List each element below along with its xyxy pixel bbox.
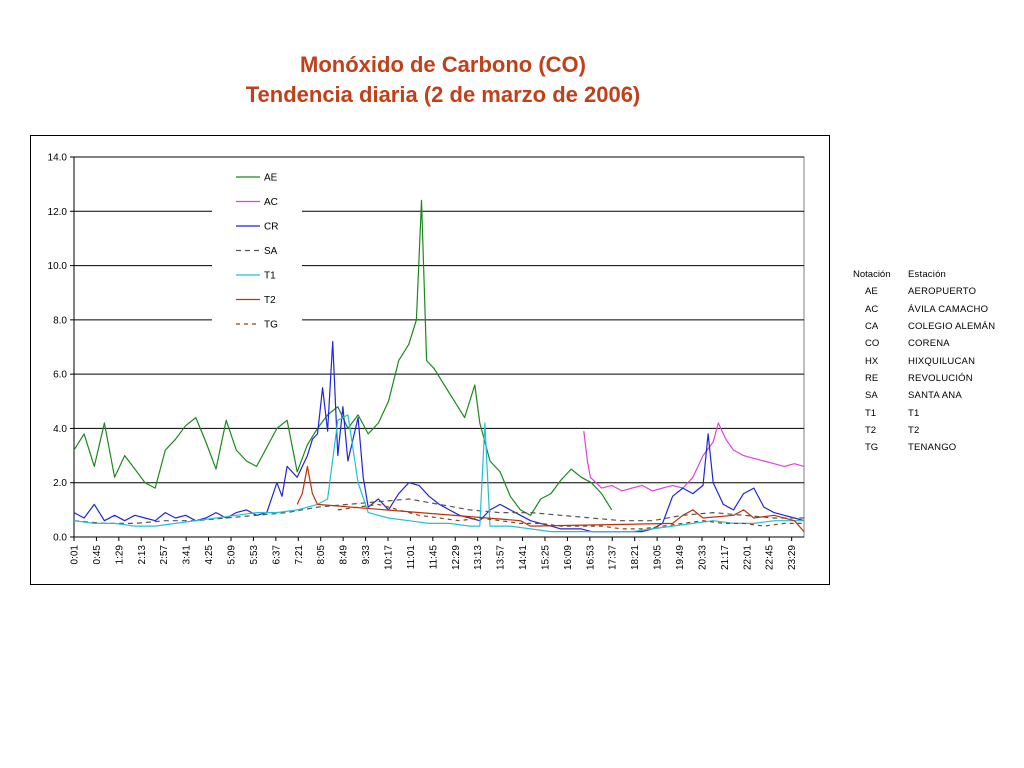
x-tick-label: 17:37 [608, 545, 619, 570]
station-code: T2 [865, 424, 877, 436]
station-code: SA [865, 390, 878, 402]
series-line-cr [73, 341, 805, 533]
station-name: COLEGIO ALEMÁN [908, 321, 996, 333]
x-tick-label: 2:13 [137, 545, 148, 565]
series-line-tg [337, 503, 804, 530]
x-tick-label: 3:41 [182, 545, 193, 565]
x-tick-label: 15:25 [540, 545, 551, 570]
x-tick-label: 22:01 [742, 545, 753, 570]
station-row: RE REVOLUCIÓN [846, 370, 1018, 387]
station-row: T1 T1 [846, 404, 1018, 421]
co-line-chart: 0.0 2.0 4.0 6.0 8.0 10.0 12.0 14.0 0:01 0:45 1:29… [30, 135, 830, 585]
x-tick-label: 8:49 [339, 545, 350, 565]
x-tick-label: 2:57 [159, 545, 170, 565]
series-lines [73, 199, 805, 533]
y-tick-label: 6.0 [53, 370, 67, 381]
legend-label-t1: T1 [264, 271, 276, 282]
series-line-t1 [73, 414, 804, 533]
station-row: CA COLEGIO ALEMÁN [846, 318, 1018, 335]
legend-label-ae: AE [264, 173, 278, 184]
series-line-ae [73, 199, 613, 516]
x-tick-label: 18:21 [630, 545, 641, 570]
legend-label-tg: TG [264, 320, 278, 331]
legend-label-cr: CR [264, 222, 278, 233]
x-tick-label: 13:57 [496, 545, 507, 570]
x-tick-label: 5:53 [249, 545, 260, 565]
station-row: SA SANTA ANA [846, 387, 1018, 404]
station-name: T1 [908, 407, 920, 419]
x-axis: 0:01 0:45 1:29 2:13 2:57 3:41 4:25 5:09 5:53 6:37… [70, 537, 798, 570]
legend-box [212, 165, 302, 343]
x-tick-label: 5:09 [226, 545, 237, 565]
station-name: T2 [908, 424, 920, 436]
x-tick-label: 8:05 [316, 545, 327, 565]
y-tick-label: 0.0 [53, 533, 67, 544]
y-tick-label: 8.0 [53, 315, 67, 326]
x-tick-label: 16:09 [563, 545, 574, 570]
station-code: TG [865, 442, 879, 454]
station-row: CO CORENA [846, 335, 1018, 352]
station-row: T2 T2 [846, 422, 1018, 439]
chart-title-line2: Tendencia diaria (2 de marzo de 2006) [245, 82, 641, 107]
x-tick-label: 10:17 [383, 545, 394, 570]
station-code: T1 [865, 407, 877, 419]
x-tick-label: 22:45 [765, 545, 776, 570]
station-code: HX [865, 355, 879, 367]
station-table: Notación Estación AE AEROPUERTO AC ÁVILA CA… [846, 266, 1018, 456]
grid-lines [74, 156, 804, 484]
station-row: HX HIXQUILUCAN [846, 352, 1018, 369]
station-name: AEROPUERTO [908, 286, 977, 298]
x-tick-label: 4:25 [204, 545, 215, 565]
station-row: TG TENANGO [846, 439, 1018, 456]
station-name: SANTA ANA [908, 390, 962, 402]
y-tick-label: 10.0 [48, 261, 68, 272]
y-axis: 0.0 2.0 4.0 6.0 8.0 10.0 12.0 14.0 [48, 153, 804, 544]
header-name: Estación [908, 269, 947, 281]
legend-label-ac: AC [264, 197, 278, 208]
station-code: RE [865, 372, 879, 384]
series-line-ac [583, 422, 805, 492]
x-tick-label: 1:29 [114, 545, 125, 565]
x-tick-label: 11:01 [406, 545, 417, 570]
chart-title-line1: Monóxido de Carbono (CO) [300, 52, 586, 77]
x-tick-label: 13:13 [473, 545, 484, 570]
x-tick-label: 9:33 [361, 545, 372, 565]
x-tick-label: 19:05 [653, 545, 664, 570]
y-tick-label: 12.0 [48, 207, 68, 218]
station-name: CORENA [908, 338, 950, 350]
plot-area [73, 156, 805, 538]
legend-label-t2: T2 [264, 295, 276, 306]
station-code: AC [865, 303, 879, 315]
header-code: Notación [853, 269, 891, 281]
x-tick-label: 16:53 [585, 545, 596, 570]
station-code: AE [865, 286, 878, 298]
station-table-header: Notación Estación [846, 266, 1018, 283]
station-code: CA [865, 321, 879, 333]
station-row: AE AEROPUERTO [846, 283, 1018, 300]
series-line-t2 [296, 465, 805, 532]
station-name: REVOLUCIÓN [908, 372, 973, 384]
x-tick-label: 0:45 [92, 545, 103, 565]
x-tick-label: 7:21 [294, 545, 305, 565]
x-tick-label: 14:41 [518, 545, 529, 570]
y-tick-label: 2.0 [53, 478, 67, 489]
chart-legend: AE AC CR SA T1 T2 TG [212, 165, 302, 343]
legend-label-sa: SA [264, 246, 278, 257]
x-tick-label: 21:17 [720, 545, 731, 570]
station-code: CO [865, 338, 880, 350]
station-name: TENANGO [908, 442, 957, 454]
x-tick-label: 20:33 [697, 545, 708, 570]
x-tick-label: 12:29 [451, 545, 462, 570]
chart-title: Monóxido de Carbono (CO) Tendencia diari… [0, 50, 886, 110]
y-tick-label: 4.0 [53, 424, 67, 435]
x-tick-label: 6:37 [271, 545, 282, 565]
x-tick-label: 11:45 [428, 545, 439, 570]
x-tick-label: 19:49 [675, 545, 686, 570]
y-tick-label: 14.0 [48, 153, 68, 164]
station-name: ÁVILA CAMACHO [908, 303, 989, 315]
x-tick-label: 23:29 [787, 545, 798, 570]
station-row: AC ÁVILA CAMACHO [846, 301, 1018, 318]
x-tick-label: 0:01 [70, 545, 81, 565]
station-name: HIXQUILUCAN [908, 355, 976, 367]
